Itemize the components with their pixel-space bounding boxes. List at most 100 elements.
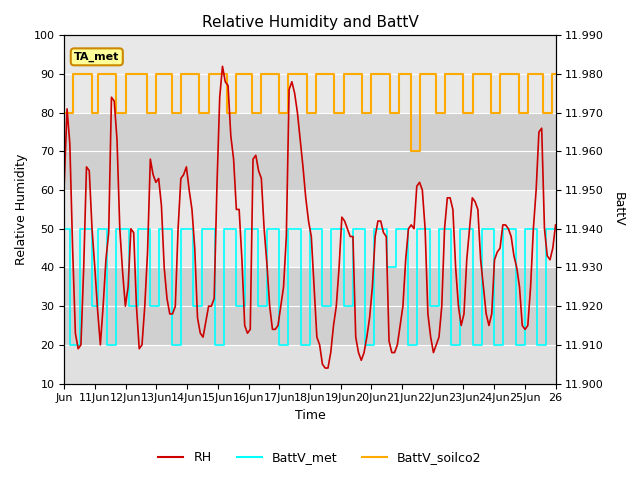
BattV_met	[435, 226, 443, 232]
Line: BattV_soilco2: BattV_soilco2	[64, 74, 556, 151]
BattV_soilco2	[441, 71, 449, 77]
BattV_met	[478, 226, 486, 232]
BattV_soilco2	[515, 110, 523, 116]
Legend: RH, BattV_met, BattV_soilco2: RH, BattV_met, BattV_soilco2	[154, 446, 486, 469]
BattV_met	[125, 303, 132, 309]
Bar	[64, 190, 556, 267]
BattV_soilco2	[524, 71, 532, 77]
BattV_met	[383, 264, 390, 270]
Bar	[64, 267, 556, 345]
BattV_met	[371, 226, 378, 232]
BattV_met	[156, 226, 163, 232]
Bar	[64, 113, 556, 190]
RH	[305, 218, 312, 224]
BattV_met	[275, 342, 283, 348]
RH	[552, 222, 559, 228]
BattV_soilco2	[94, 71, 102, 77]
BattV_soilco2	[312, 71, 320, 77]
Bar	[64, 36, 556, 113]
BattV_soilco2	[113, 110, 120, 116]
BattV_met	[340, 303, 348, 309]
BattV_soilco2	[70, 71, 77, 77]
BattV_met	[426, 303, 433, 309]
RH	[219, 63, 227, 69]
BattV_met	[242, 226, 250, 232]
RH	[321, 365, 329, 371]
BattV_soilco2	[177, 71, 185, 77]
BattV_met	[88, 303, 96, 309]
BattV_met	[447, 342, 455, 348]
RH	[463, 257, 470, 263]
BattV_met	[232, 303, 240, 309]
BattV_met	[500, 226, 508, 232]
BattV_soilco2	[122, 71, 129, 77]
BattV_soilco2	[460, 110, 467, 116]
BattV_met	[67, 342, 74, 348]
BattV_soilco2	[143, 110, 151, 116]
BattV_met	[362, 342, 369, 348]
BattV_soilco2	[340, 71, 348, 77]
BattV_met	[297, 342, 305, 348]
BattV_met	[263, 226, 271, 232]
BattV_soilco2	[331, 110, 339, 116]
BattV_soilco2	[497, 71, 504, 77]
BattV_met	[134, 226, 142, 232]
BattV_soilco2	[205, 71, 212, 77]
BattV_met	[220, 226, 228, 232]
BattV_soilco2	[469, 71, 477, 77]
RH	[527, 284, 534, 290]
BattV_soilco2	[487, 110, 495, 116]
BattV_met	[94, 226, 102, 232]
RH	[60, 180, 68, 185]
BattV_soilco2	[248, 110, 255, 116]
RH	[399, 303, 407, 309]
Title: Relative Humidity and BattV: Relative Humidity and BattV	[202, 15, 419, 30]
BattV_met	[456, 226, 464, 232]
BattV_met	[543, 226, 550, 232]
Text: TA_met: TA_met	[74, 52, 120, 62]
BattV_met	[521, 226, 529, 232]
BattV_met	[168, 342, 175, 348]
RH	[236, 206, 243, 212]
BattV_met	[490, 342, 498, 348]
Line: BattV_met: BattV_met	[64, 229, 556, 345]
BattV_soilco2	[223, 110, 231, 116]
BattV_met	[349, 226, 356, 232]
BattV_met	[328, 226, 335, 232]
BattV_soilco2	[88, 110, 96, 116]
BattV_met	[413, 226, 421, 232]
BattV_met	[512, 342, 520, 348]
BattV_met	[177, 226, 185, 232]
BattV_soilco2	[257, 71, 264, 77]
BattV_met	[404, 342, 412, 348]
X-axis label: Time: Time	[294, 409, 325, 422]
BattV_soilco2	[275, 110, 283, 116]
BattV_soilco2	[540, 110, 547, 116]
BattV_met	[254, 303, 262, 309]
BattV_soilco2	[196, 110, 204, 116]
BattV_soilco2	[395, 71, 403, 77]
BattV_soilco2	[432, 110, 440, 116]
BattV_soilco2	[152, 71, 160, 77]
BattV_soilco2	[232, 71, 240, 77]
BattV_soilco2	[285, 71, 292, 77]
BattV_met	[552, 226, 559, 232]
BattV_met	[198, 226, 206, 232]
BattV_met	[189, 303, 197, 309]
BattV_met	[104, 342, 111, 348]
BattV_soilco2	[417, 71, 424, 77]
Y-axis label: Relative Humidity: Relative Humidity	[15, 154, 28, 265]
Line: RH: RH	[64, 66, 556, 368]
RH	[141, 303, 148, 309]
BattV_soilco2	[386, 110, 394, 116]
BattV_met	[318, 303, 326, 309]
BattV_soilco2	[358, 110, 366, 116]
BattV_met	[469, 342, 477, 348]
BattV_met	[306, 226, 314, 232]
BattV_soilco2	[408, 148, 415, 154]
BattV_met	[76, 226, 83, 232]
BattV_soilco2	[367, 71, 375, 77]
BattV_met	[533, 342, 541, 348]
Y-axis label: BattV: BattV	[612, 192, 625, 227]
BattV_met	[60, 226, 68, 232]
